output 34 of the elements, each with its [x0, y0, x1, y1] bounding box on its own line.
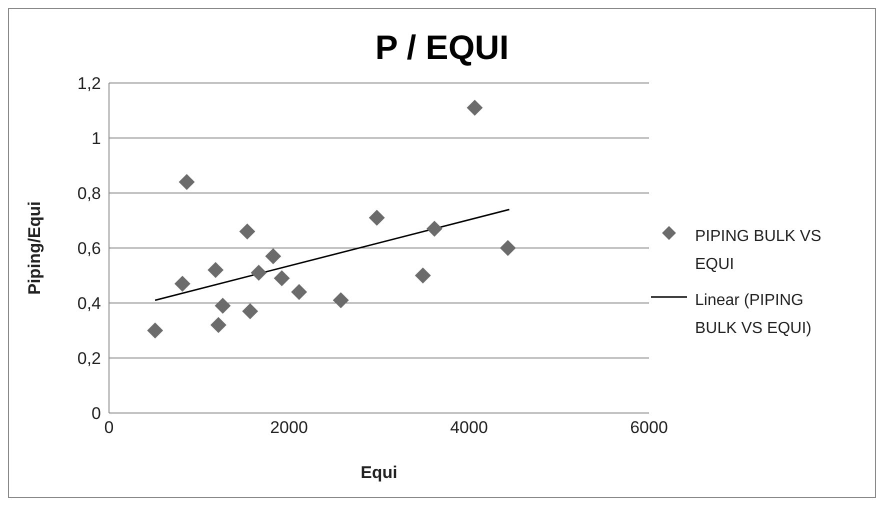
legend-label: PIPING BULK VS EQUI: [695, 227, 822, 275]
point: [208, 262, 224, 278]
point: [265, 248, 282, 264]
point: [147, 322, 164, 338]
point: [414, 268, 431, 284]
y-tick-label: 0: [92, 404, 101, 424]
x-tick-label: 0: [104, 418, 114, 438]
x-axis-title: Equi: [360, 463, 398, 482]
y-tick-label: 0,2: [77, 349, 101, 368]
x-tick-label: 6000: [630, 418, 668, 438]
chart-title: P / EQUI: [374, 29, 510, 69]
x-tick-label: 4000: [450, 418, 488, 438]
point: [500, 240, 516, 256]
point: [174, 276, 190, 292]
y-tick-label: 0,4: [77, 294, 101, 314]
y-tick-label: 0,6: [77, 239, 101, 258]
x-tick-label: 2000: [270, 418, 308, 438]
point: [250, 264, 267, 281]
point: [466, 100, 483, 116]
y-tick-label: 0,8: [77, 184, 101, 204]
point: [239, 224, 256, 240]
point: [210, 317, 226, 333]
y-tick-label: 1: [92, 129, 101, 148]
point: [368, 210, 385, 226]
point: [178, 174, 195, 190]
point: [291, 284, 308, 300]
point: [242, 303, 258, 320]
legend-label: Linear (PIPING BULK VS EQUI): [695, 291, 812, 339]
point: [332, 292, 349, 308]
point: [274, 270, 290, 286]
point: [214, 298, 231, 314]
y-tick-label: 1,2: [77, 74, 101, 94]
y-axis-title: Piping/Equi: [25, 201, 44, 295]
point: [426, 220, 442, 237]
